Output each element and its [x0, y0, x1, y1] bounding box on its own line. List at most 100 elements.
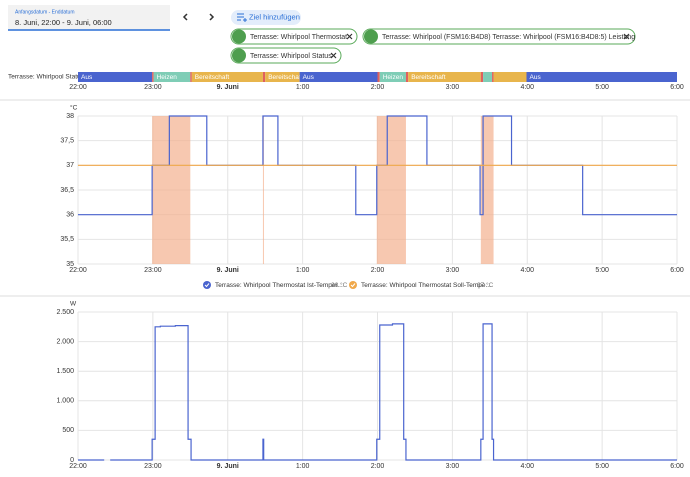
- x-tick-label: 5:00: [595, 84, 609, 91]
- x-tick-label: 3:00: [446, 267, 460, 274]
- add-target-button[interactable]: [231, 10, 301, 25]
- timeline-segment: [480, 72, 484, 82]
- timeline-segment: [526, 72, 677, 82]
- x-tick-label: 4:00: [520, 84, 534, 91]
- chip[interactable]: Terrasse: Whirlpool Thermostat: [230, 28, 358, 45]
- y-tick-label: 1.000: [56, 398, 74, 405]
- y-tick-label: 35: [66, 261, 74, 268]
- timeline-state: Aus: [530, 74, 542, 81]
- date-label: Anfangsdatum - Enddatum: [15, 9, 74, 15]
- timeline-label: Terrasse: Whirlpool Status: [8, 74, 85, 81]
- timeline-segment: [299, 72, 378, 82]
- x-tick-label: 3:00: [446, 84, 460, 91]
- x-tick-label: 6:00: [670, 267, 684, 274]
- series-line: [78, 115, 677, 216]
- timeline-segment: [262, 72, 266, 82]
- y-tick-label: 35,5: [60, 236, 74, 243]
- timeline-state: Bereitschaft: [411, 74, 446, 81]
- timeline-state: Bereitschaft: [195, 74, 230, 81]
- chip-border: [362, 28, 636, 45]
- chip-remove[interactable]: [330, 52, 337, 59]
- add-icon: [237, 13, 247, 22]
- x-tick-label: 6:00: [670, 463, 684, 470]
- chip-remove[interactable]: [346, 33, 353, 40]
- chip-text: Terrasse: Whirlpool Thermostat: [250, 34, 347, 41]
- chip-icon: [232, 48, 246, 63]
- x-tick-label: 9. Juni: [217, 463, 239, 470]
- chip-border: [230, 28, 358, 45]
- timeline-segment: [492, 72, 494, 82]
- timeline-state: Aus: [81, 74, 93, 81]
- legend-swatch[interactable]: [349, 281, 357, 289]
- timeline-segment: [483, 72, 493, 82]
- date-picker[interactable]: [8, 5, 170, 30]
- x-tick-label: 23:00: [144, 463, 162, 470]
- x-tick-label: 9. Juni: [217, 267, 239, 274]
- chip-icon: [232, 29, 246, 44]
- shaded-period: [480, 116, 494, 264]
- y-tick-label: 38: [66, 113, 74, 120]
- x-tick-label: 23:00: [144, 267, 162, 274]
- chip-remove[interactable]: [623, 33, 630, 40]
- chip-text: Terrasse: Whirlpool Status: [250, 53, 332, 60]
- y-tick-label: 2.500: [56, 309, 74, 316]
- prev-button[interactable]: [182, 13, 188, 21]
- y-axis-label: W: [70, 301, 77, 308]
- x-tick-label: 1:00: [296, 267, 310, 274]
- x-tick-label: 4:00: [520, 267, 534, 274]
- y-tick-label: 37: [66, 162, 74, 169]
- timeline-segment: [405, 72, 409, 82]
- x-tick-label: 22:00: [69, 267, 87, 274]
- x-tick-label: 6:00: [670, 84, 684, 91]
- x-tick-label: 5:00: [595, 267, 609, 274]
- add-target-text: Ziel hinzufügen: [249, 12, 300, 21]
- x-tick-label: 2:00: [371, 463, 385, 470]
- shaded-period: [152, 116, 191, 264]
- legend-check: [204, 283, 210, 288]
- legend-value: 36 °C: [331, 281, 348, 289]
- x-tick-label: 3:00: [446, 463, 460, 470]
- series-line: [78, 323, 677, 461]
- chip-border: [230, 47, 342, 64]
- shaded-period: [262, 116, 264, 264]
- x-tick-label: 5:00: [595, 463, 609, 470]
- x-tick-label: 2:00: [371, 84, 385, 91]
- timeline-segment: [153, 72, 191, 82]
- date-value: 8. Juni, 22:00 - 9. Juni, 06:00: [15, 18, 112, 27]
- y-tick-label: 37,5: [60, 138, 74, 145]
- chip[interactable]: Terrasse: Whirlpool Status: [230, 47, 342, 64]
- legend-swatch[interactable]: [203, 281, 211, 289]
- x-tick-label: 4:00: [520, 463, 534, 470]
- timeline-segment: [152, 72, 154, 82]
- timeline-segment: [78, 72, 153, 82]
- chip[interactable]: Terrasse: Whirlpool (FSM16:B4D8) Terrass…: [362, 28, 636, 45]
- timeline-state: Heizen: [157, 74, 178, 81]
- y-tick-label: 1.500: [56, 368, 74, 375]
- legend-check: [350, 283, 356, 288]
- x-tick-label: 9. Juni: [217, 84, 239, 91]
- chip-text: Terrasse: Whirlpool (FSM16:B4D8) Terrass…: [382, 34, 635, 41]
- x-tick-label: 23:00: [144, 84, 162, 91]
- timeline-state: Aus: [303, 74, 315, 81]
- chip-icon: [364, 29, 378, 44]
- shaded-period: [376, 116, 406, 264]
- next-button[interactable]: [209, 13, 215, 21]
- timeline-segment: [379, 72, 406, 82]
- legend-value: 37 °C: [477, 281, 494, 289]
- timeline-segment: [265, 72, 300, 82]
- legend-label: Terrasse: Whirlpool Thermostat Ist-Tempe…: [215, 282, 343, 289]
- timeline-segment: [493, 72, 527, 82]
- y-tick-label: 0: [70, 457, 74, 464]
- x-tick-label: 22:00: [69, 84, 87, 91]
- x-tick-label: 2:00: [371, 267, 385, 274]
- y-tick-label: 2.000: [56, 338, 74, 345]
- legend-label: Terrasse: Whirlpool Thermostat Soll-Temp…: [361, 282, 491, 289]
- timeline-state: Heizen: [383, 74, 404, 81]
- y-tick-label: 500: [62, 427, 74, 434]
- timeline-segment: [190, 72, 192, 82]
- y-tick-label: 36: [66, 212, 74, 219]
- x-tick-label: 1:00: [296, 84, 310, 91]
- y-tick-label: 36,5: [60, 187, 74, 194]
- y-axis-label: °C: [70, 104, 78, 112]
- timeline-segment: [377, 72, 380, 82]
